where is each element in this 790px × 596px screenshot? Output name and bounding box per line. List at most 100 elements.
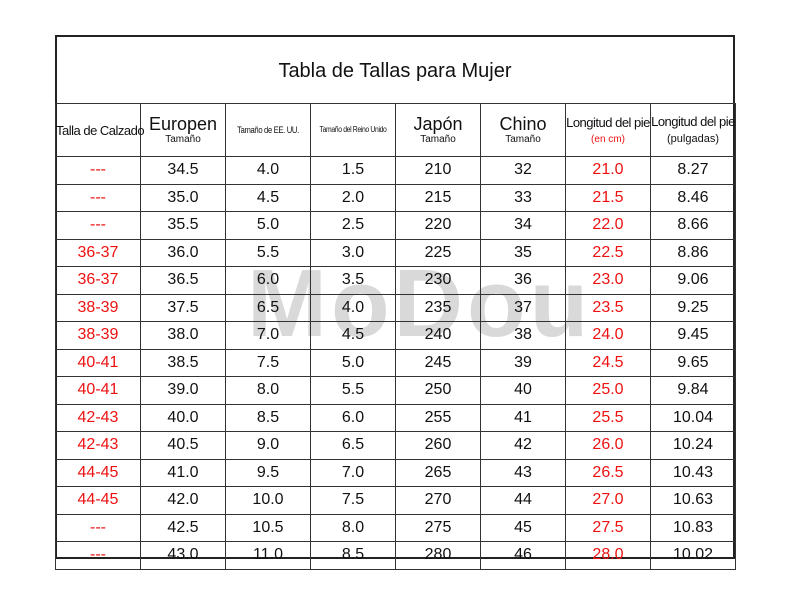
cell-shoe-size: 38-39 <box>55 321 141 350</box>
cell-us-size: 5.5 <box>225 238 311 267</box>
header-foot-length-in: Longitud del pie (pulgadas) <box>650 103 736 157</box>
cell-cn-size: 44 <box>480 486 566 515</box>
header-row: Talla de Calzado Europen Tamaño Tamaño d… <box>55 103 736 157</box>
cell-jp-size: 235 <box>395 293 481 322</box>
cell-us-size: 7.5 <box>225 348 311 377</box>
header-foot-length-cm-sub: (en cm) <box>591 133 625 145</box>
cell-uk-size: 5.0 <box>310 348 396 377</box>
cell-shoe-size: 44-45 <box>55 486 141 515</box>
header-foot-length-in-sub: (pulgadas) <box>667 133 719 145</box>
header-shoe-size: Talla de Calzado <box>55 103 145 157</box>
cell-shoe-size: 40-41 <box>55 348 141 377</box>
cell-jp-size: 275 <box>395 513 481 542</box>
cell-jp-size: 245 <box>395 348 481 377</box>
cell-jp-size: 260 <box>395 431 481 460</box>
cell-cn-size: 34 <box>480 211 566 240</box>
header-eu-size-sub: Tamaño <box>165 134 201 145</box>
cell-jp-size: 230 <box>395 266 481 295</box>
header-cn-size: Chino Tamaño <box>480 103 566 157</box>
cell-foot-length-in: 9.65 <box>650 348 736 377</box>
cell-foot-length-cm: 21.5 <box>565 183 651 212</box>
cell-eu-size: 38.0 <box>140 321 226 350</box>
cell-foot-length-cm: 26.0 <box>565 431 651 460</box>
table-row: 44-45 41.0 9.5 7.0 265 43 26.5 10.43 <box>55 458 736 487</box>
table-row: 40-41 38.5 7.5 5.0 245 39 24.5 9.65 <box>55 348 736 377</box>
header-foot-length-cm: Longitud del pie (en cm) <box>565 103 651 157</box>
cell-cn-size: 46 <box>480 541 566 570</box>
cell-foot-length-in: 9.84 <box>650 376 736 405</box>
cell-jp-size: 265 <box>395 458 481 487</box>
cell-us-size: 8.5 <box>225 403 311 432</box>
cell-shoe-size: 36-37 <box>55 266 141 295</box>
cell-eu-size: 35.5 <box>140 211 226 240</box>
cell-foot-length-cm: 27.5 <box>565 513 651 542</box>
header-eu-size-label: Europen <box>148 114 218 134</box>
cell-foot-length-in: 8.86 <box>650 238 736 267</box>
cell-jp-size: 280 <box>395 541 481 570</box>
header-foot-length-in-label: Longitud del pie <box>651 114 735 129</box>
cell-jp-size: 220 <box>395 211 481 240</box>
cell-uk-size: 7.5 <box>310 486 396 515</box>
cell-foot-length-cm: 24.0 <box>565 321 651 350</box>
cell-eu-size: 36.0 <box>140 238 226 267</box>
cell-eu-size: 42.5 <box>140 513 226 542</box>
header-us-size: Tamaño de EE. UU. <box>225 103 311 157</box>
cell-foot-length-in: 9.45 <box>650 321 736 350</box>
cell-eu-size: 43.0 <box>140 541 226 570</box>
size-chart: Tabla de Tallas para Mujer MoDou Talla d… <box>55 35 736 570</box>
header-cn-size-label: Chino <box>499 114 547 134</box>
table-body: --- 34.5 4.0 1.5 210 32 21.0 8.27 --- 35.0 4.5 2.0 2… <box>55 156 736 570</box>
cell-eu-size: 40.0 <box>140 403 226 432</box>
cell-eu-size: 35.0 <box>140 183 226 212</box>
cell-shoe-size: 36-37 <box>55 238 141 267</box>
cell-uk-size: 5.5 <box>310 376 396 405</box>
cell-shoe-size: --- <box>55 183 141 212</box>
cell-uk-size: 1.5 <box>310 156 396 185</box>
cell-uk-size: 8.5 <box>310 541 396 570</box>
table-row: --- 35.5 5.0 2.5 220 34 22.0 8.66 <box>55 211 736 240</box>
cell-us-size: 6.5 <box>225 293 311 322</box>
cell-shoe-size: 42-43 <box>55 403 141 432</box>
cell-us-size: 6.0 <box>225 266 311 295</box>
table-row: 36-37 36.0 5.5 3.0 225 35 22.5 8.86 <box>55 238 736 267</box>
cell-uk-size: 4.5 <box>310 321 396 350</box>
table-row: 44-45 42.0 10.0 7.5 270 44 27.0 10.63 <box>55 486 736 515</box>
table-row: 36-37 36.5 6.0 3.5 230 36 23.0 9.06 <box>55 266 736 295</box>
header-foot-length-cm-label: Longitud del pie <box>566 114 650 130</box>
cell-us-size: 8.0 <box>225 376 311 405</box>
cell-foot-length-cm: 21.0 <box>565 156 651 185</box>
header-uk-size: Tamaño del Reino Unido <box>310 103 396 157</box>
cell-cn-size: 36 <box>480 266 566 295</box>
cell-shoe-size: --- <box>55 156 141 185</box>
cell-us-size: 5.0 <box>225 211 311 240</box>
cell-us-size: 4.0 <box>225 156 311 185</box>
header-shoe-size-label: Talla de Calzado <box>56 122 145 138</box>
cell-foot-length-cm: 22.5 <box>565 238 651 267</box>
cell-shoe-size: 40-41 <box>55 376 141 405</box>
cell-foot-length-in: 10.43 <box>650 458 736 487</box>
cell-uk-size: 2.5 <box>310 211 396 240</box>
cell-eu-size: 41.0 <box>140 458 226 487</box>
header-jp-size-sub: Tamaño <box>420 134 456 145</box>
cell-shoe-size: 38-39 <box>55 293 141 322</box>
cell-jp-size: 225 <box>395 238 481 267</box>
cell-foot-length-cm: 23.0 <box>565 266 651 295</box>
cell-eu-size: 38.5 <box>140 348 226 377</box>
header-cn-size-sub: Tamaño <box>505 134 541 145</box>
cell-foot-length-in: 8.66 <box>650 211 736 240</box>
cell-us-size: 7.0 <box>225 321 311 350</box>
cell-cn-size: 33 <box>480 183 566 212</box>
cell-foot-length-cm: 25.0 <box>565 376 651 405</box>
cell-foot-length-in: 10.02 <box>650 541 736 570</box>
cell-shoe-size: 42-43 <box>55 431 141 460</box>
cell-foot-length-in: 9.06 <box>650 266 736 295</box>
cell-uk-size: 4.0 <box>310 293 396 322</box>
cell-foot-length-in: 10.83 <box>650 513 736 542</box>
cell-eu-size: 42.0 <box>140 486 226 515</box>
header-jp-size-label: Japón <box>413 114 463 134</box>
cell-eu-size: 40.5 <box>140 431 226 460</box>
table-row: 38-39 37.5 6.5 4.0 235 37 23.5 9.25 <box>55 293 736 322</box>
cell-cn-size: 45 <box>480 513 566 542</box>
table-row: --- 35.0 4.5 2.0 215 33 21.5 8.46 <box>55 183 736 212</box>
cell-cn-size: 38 <box>480 321 566 350</box>
